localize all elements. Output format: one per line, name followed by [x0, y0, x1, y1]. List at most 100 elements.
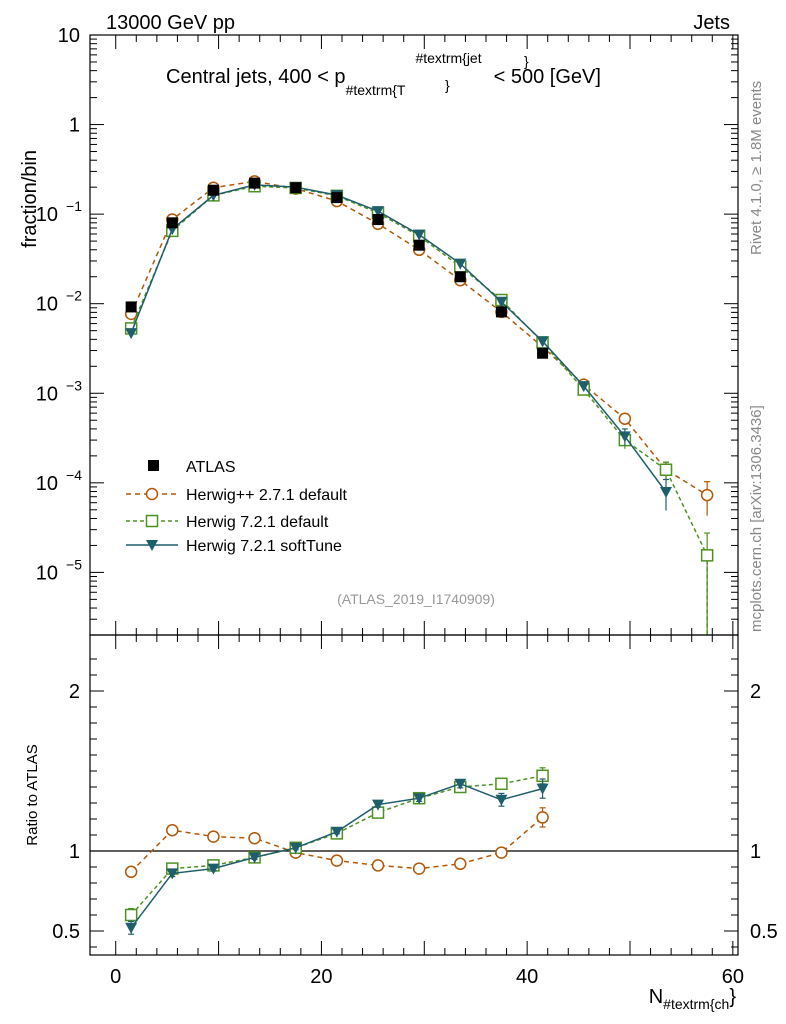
- ratio-ytick-label-right: 1: [750, 841, 761, 863]
- ratio-panel: 0.5 0.5 1 1 2 2 0 20 40 60 Ratio to ATLAS N#text…: [24, 634, 778, 1012]
- point-hpp: [700, 488, 714, 502]
- ratio-line-h7def: [130, 775, 543, 916]
- ratio-ytick-label: 1: [69, 841, 80, 863]
- point-atlas: [495, 306, 507, 318]
- point-atlas: [125, 301, 137, 313]
- ratio-x-ticks: 0 20 40 60: [110, 635, 744, 988]
- legend-label-h7soft: Herwig 7.2.1 softTune: [186, 538, 342, 555]
- main-plot-area: [124, 175, 714, 635]
- title-brace-sup: }: [524, 53, 529, 69]
- point-atlas: [537, 347, 549, 359]
- plot-title-sup: #textrm{jet: [415, 50, 481, 66]
- main-ytick-exponent: −5: [66, 556, 82, 572]
- point-atlas: [413, 239, 425, 251]
- plot-title: Central jets, 400 < p#textrm{T #textrm{je…: [166, 50, 601, 98]
- ratio-point-hpp: [454, 857, 467, 871]
- mcplots-label: mcplots.cern.ch [arXiv:1306.3436]: [748, 405, 765, 632]
- main-ytick-mantissa: 10: [36, 383, 58, 405]
- ratio-xtick-label: 40: [516, 966, 538, 988]
- main-ylabel: fraction/bin: [19, 150, 41, 248]
- ratio-point-hpp: [124, 865, 138, 879]
- ratio-point-h7soft: [289, 842, 302, 854]
- ratio-y-ticks: 0.5 0.5 1 1 2 2: [52, 658, 778, 948]
- legend: ATLAS Herwig++ 2.7.1 default Herwig 7.2.…: [126, 459, 348, 555]
- main-ytick-label: 10: [36, 562, 58, 584]
- legend-label-hpp: Herwig++ 2.7.1 default: [186, 487, 348, 504]
- legend-marker-h7def: [145, 514, 159, 528]
- point-atlas: [331, 192, 343, 204]
- plot-title-main: Central jets, 400 < p: [166, 66, 346, 88]
- ratio-point-hpp: [412, 862, 426, 875]
- legend-label-atlas: ATLAS: [186, 459, 236, 476]
- ratio-point-hpp: [536, 811, 549, 824]
- point-h7soft: [372, 206, 384, 218]
- main-ytick-exponent: −3: [66, 377, 82, 393]
- main-ytick-label: 10: [58, 25, 80, 47]
- ratio-xtick-label: 60: [722, 966, 744, 988]
- ratio-point-h7soft: [125, 922, 138, 934]
- main-ytick-label: 10: [36, 294, 58, 316]
- ratio-ytick-label: 0.5: [52, 921, 80, 943]
- main-y-ticks: 10 1 10 −1 10 −2 10 −3 10 −4 10 −5: [36, 25, 738, 636]
- point-atlas: [454, 271, 466, 283]
- ratio-plot-area: [90, 767, 738, 935]
- watermark: (ATLAS_2019_I1740909): [337, 591, 495, 607]
- point-h7soft: [413, 229, 426, 241]
- point-atlas: [207, 184, 219, 196]
- ratio-ytick-label-right: 0.5: [750, 921, 778, 943]
- ratio-point-h7soft: [454, 778, 467, 790]
- main-ytick-exponent: −1: [66, 198, 82, 214]
- main-ytick-mantissa: 10: [36, 473, 58, 495]
- point-h7soft: [125, 328, 138, 340]
- ratio-ytick-label: 2: [69, 681, 80, 703]
- point-h7soft: [536, 336, 549, 348]
- plot-title-tail: < 500 [GeV]: [494, 66, 601, 88]
- ratio-point-h7soft: [207, 863, 220, 875]
- rivet-label: Rivet 4.1.0, ≥ 1.8M events: [748, 81, 765, 255]
- main-ytick-exponent: −4: [66, 467, 82, 483]
- plot-title-sub: #textrm{T: [346, 82, 406, 98]
- point-h7def: [659, 463, 673, 476]
- ratio-xlabel: N#textrm{ch}: [649, 986, 737, 1012]
- ratio-frame: [89, 634, 739, 956]
- main-ytick-mantissa: 10: [36, 204, 58, 226]
- ratio-point-hpp: [166, 823, 179, 837]
- header-right: Jets: [693, 12, 730, 34]
- main-ytick-label: 10: [36, 383, 58, 405]
- ratio-point-hpp: [248, 831, 261, 845]
- point-atlas: [290, 182, 302, 194]
- ratio-point-h7def: [495, 777, 508, 791]
- ratio-point-hpp: [207, 830, 220, 843]
- main-ytick-mantissa: 10: [36, 562, 58, 584]
- main-ytick-exponent: −2: [66, 288, 82, 304]
- ratio-xtick-label: 20: [310, 966, 332, 988]
- point-hpp: [618, 412, 632, 425]
- ratio-ylabel: Ratio to ATLAS: [24, 744, 41, 845]
- point-h7soft: [660, 486, 672, 498]
- point-atlas: [249, 177, 261, 189]
- ratio-xlabel-main: N: [649, 986, 663, 1008]
- series-line-h7soft: [130, 184, 667, 493]
- point-h7def: [700, 549, 714, 562]
- series-line-h7def: [130, 185, 708, 635]
- ratio-xlabel-sub: #textrm{ch: [663, 996, 729, 1012]
- main-ytick-mantissa: 10: [36, 294, 58, 316]
- point-atlas: [166, 217, 178, 229]
- ratio-point-h7soft: [248, 852, 261, 864]
- ratio-xtick-label: 0: [110, 966, 121, 988]
- ratio-point-h7soft: [495, 794, 508, 806]
- point-h7soft: [454, 258, 467, 270]
- ratio-point-hpp: [330, 854, 344, 867]
- ratio-point-h7soft: [536, 783, 549, 795]
- header-left: 13000 GeV pp: [106, 12, 235, 34]
- point-h7soft: [495, 296, 508, 308]
- main-ytick-label: 10: [36, 473, 58, 495]
- series-line-hpp: [130, 180, 708, 496]
- legend-marker-h7soft: [146, 540, 158, 551]
- ratio-ytick-label-right: 2: [750, 681, 761, 703]
- point-h7soft: [618, 431, 631, 443]
- ratio-point-h7soft: [330, 826, 343, 838]
- title-brace-sub: }: [445, 77, 450, 93]
- ratio-point-h7soft: [372, 799, 384, 811]
- ratio-point-h7def: [124, 908, 138, 922]
